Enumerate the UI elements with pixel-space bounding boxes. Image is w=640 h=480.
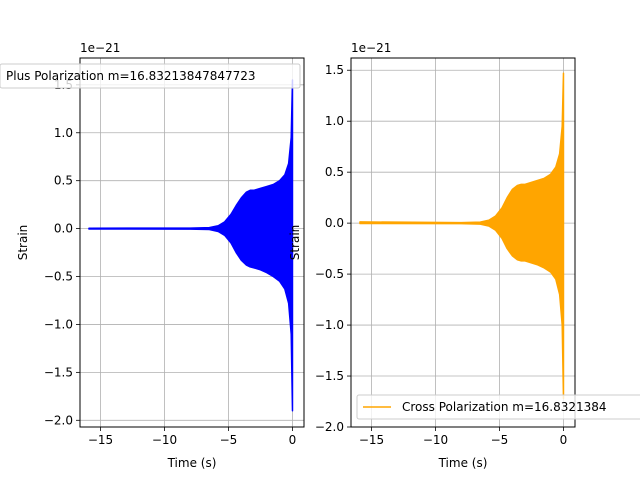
y-offset-text: 1e−21 — [80, 41, 120, 55]
legend: Plus Polarization m=16.83213847847723 — [0, 63, 301, 89]
legend-label: Cross Polarization m=16.8321384 — [402, 400, 607, 414]
y-tick-label: 0.0 — [325, 216, 344, 230]
x-tick-label: −5 — [491, 433, 509, 447]
y-tick-label: −0.5 — [44, 270, 73, 284]
y-offset-text: 1e−21 — [351, 41, 391, 55]
x-tick-label: −15 — [88, 433, 113, 447]
y-tick-label: 0.0 — [54, 222, 73, 236]
axes-frame — [350, 57, 576, 428]
y-tick-label: 1.0 — [325, 114, 344, 128]
y-tick-label: −1.5 — [44, 365, 73, 379]
x-axis-label: Time (s) — [167, 456, 217, 470]
legend-box — [356, 394, 640, 420]
y-ticks: −2.0 −1.5 −1.0 −0.5 0.0 0.5 1.0 1.5 — [315, 63, 351, 434]
y-tick-label: 0.5 — [54, 174, 73, 188]
legend-label: Plus Polarization m=16.83213847847723 — [6, 69, 256, 83]
y-tick-label: −1.5 — [315, 369, 344, 383]
y-tick-label: −2.0 — [315, 420, 344, 434]
y-tick-label: 0.5 — [325, 165, 344, 179]
x-tick-label: −10 — [152, 433, 177, 447]
y-axis-label: Strain — [288, 225, 302, 261]
legend: Cross Polarization m=16.8321384 — [356, 394, 640, 420]
cross-polarization-plot: −15 −10 −5 0 −2.0 −1.5 −1.0 −0.5 0.0 0.5 1.0 1.5 T… — [288, 41, 640, 470]
x-tick-label: 0 — [289, 433, 297, 447]
y-tick-label: 1.5 — [325, 63, 344, 77]
x-ticks: −15 −10 −5 0 — [88, 427, 296, 447]
x-ticks: −15 −10 −5 0 — [359, 427, 567, 447]
plus-polarization-plot: −15−10−50 −2.0−1.5−1.0−0.50.00.51.01.5 T… — [0, 41, 305, 470]
x-tick-label: 0 — [560, 433, 568, 447]
legend-box — [0, 63, 301, 89]
y-tick-label: 1.0 — [54, 126, 73, 140]
x-tick-label: −5 — [220, 433, 238, 447]
y-tick-label: −2.0 — [44, 413, 73, 427]
plus-polarization-series — [88, 79, 294, 412]
y-tick-label: −0.5 — [315, 267, 344, 281]
x-tick-label: −15 — [359, 433, 384, 447]
y-tick-label: −1.0 — [44, 317, 73, 331]
axes-frame — [79, 57, 305, 428]
y-tick-label: −1.0 — [315, 318, 344, 332]
x-tick-label: −10 — [423, 433, 448, 447]
x-axis-label: Time (s) — [438, 456, 488, 470]
y-axis-label: Strain — [16, 225, 30, 261]
